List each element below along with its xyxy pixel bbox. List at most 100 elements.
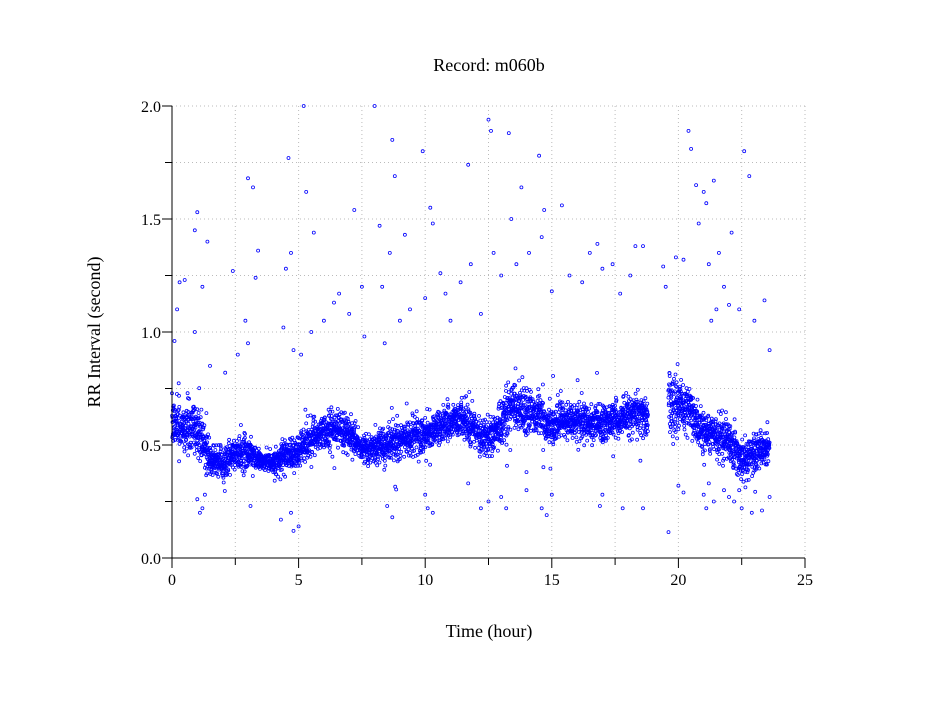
data-point	[329, 417, 334, 422]
data-point	[427, 407, 432, 412]
data-point	[673, 417, 678, 422]
data-point	[467, 390, 472, 394]
data-point	[390, 137, 395, 142]
data-point	[706, 262, 711, 267]
data-point	[388, 455, 393, 460]
data-point	[694, 183, 698, 188]
data-point	[332, 466, 337, 471]
data-point	[570, 436, 575, 440]
data-point	[304, 421, 309, 426]
data-point	[251, 185, 255, 190]
data-point	[303, 407, 308, 412]
data-point	[465, 416, 470, 421]
data-point	[283, 266, 288, 271]
y-tick-label: 2.0	[141, 99, 161, 116]
data-point	[661, 264, 666, 269]
data-point	[708, 451, 713, 456]
data-point	[682, 427, 687, 432]
data-point	[250, 474, 255, 478]
data-point	[445, 397, 450, 402]
data-point	[327, 414, 332, 418]
data-point	[235, 352, 240, 357]
data-point	[471, 429, 476, 434]
data-point	[551, 442, 556, 447]
data-point	[312, 453, 317, 458]
data-point	[760, 508, 764, 513]
data-point	[702, 462, 707, 467]
data-point	[363, 440, 368, 445]
data-point	[287, 442, 292, 447]
data-point	[506, 380, 511, 385]
data-point	[289, 510, 293, 515]
data-point	[201, 427, 206, 432]
data-point	[341, 417, 346, 422]
data-points	[170, 104, 772, 534]
data-point	[438, 271, 443, 276]
data-point	[457, 432, 461, 437]
data-point	[641, 244, 645, 249]
data-point	[752, 318, 757, 323]
chart-title: Record: m060b	[433, 55, 544, 75]
data-point	[412, 448, 417, 453]
data-point	[394, 487, 399, 492]
data-point	[332, 415, 337, 420]
x-tick-label: 25	[797, 572, 813, 589]
data-point	[220, 473, 225, 478]
data-point	[742, 149, 747, 154]
data-point	[372, 104, 377, 108]
data-point	[228, 462, 233, 467]
data-point	[415, 417, 420, 421]
data-point	[668, 430, 672, 435]
data-point	[195, 497, 200, 502]
data-point	[426, 437, 431, 442]
data-point	[671, 442, 676, 446]
data-point	[337, 291, 342, 296]
data-point	[690, 438, 695, 443]
data-point	[580, 280, 585, 285]
data-point	[720, 408, 724, 413]
data-point	[412, 414, 417, 419]
data-point	[176, 381, 181, 386]
data-point	[420, 423, 425, 428]
data-point	[373, 422, 378, 427]
data-point	[407, 431, 412, 436]
data-point	[600, 492, 605, 497]
data-point	[376, 457, 380, 461]
data-point	[208, 363, 212, 368]
data-point	[509, 391, 514, 396]
data-point	[685, 389, 690, 394]
data-point	[340, 428, 345, 433]
data-point	[527, 250, 531, 255]
data-point	[727, 302, 731, 307]
data-point	[187, 412, 192, 417]
data-point	[362, 334, 367, 339]
data-point	[327, 443, 332, 448]
data-point	[392, 174, 397, 179]
data-point	[576, 447, 581, 452]
data-point	[187, 434, 192, 439]
data-point	[440, 434, 444, 439]
data-point	[542, 208, 547, 212]
data-point	[182, 278, 187, 282]
data-point	[752, 436, 756, 441]
data-point	[579, 391, 584, 395]
data-point	[459, 395, 464, 400]
y-tick-label: 1.0	[141, 325, 161, 342]
data-point	[173, 437, 178, 442]
data-point	[504, 442, 509, 447]
data-point	[321, 318, 326, 323]
data-point	[201, 434, 206, 439]
data-point	[421, 449, 426, 454]
data-point	[289, 250, 293, 255]
data-point	[207, 435, 212, 440]
data-point	[423, 445, 428, 450]
data-point	[424, 458, 429, 463]
data-point	[208, 464, 212, 469]
data-point	[241, 473, 246, 478]
data-point	[322, 417, 327, 422]
data-point	[186, 421, 191, 426]
data-point	[212, 443, 216, 448]
data-point	[462, 437, 467, 442]
data-point	[276, 474, 281, 479]
data-point	[256, 461, 261, 466]
